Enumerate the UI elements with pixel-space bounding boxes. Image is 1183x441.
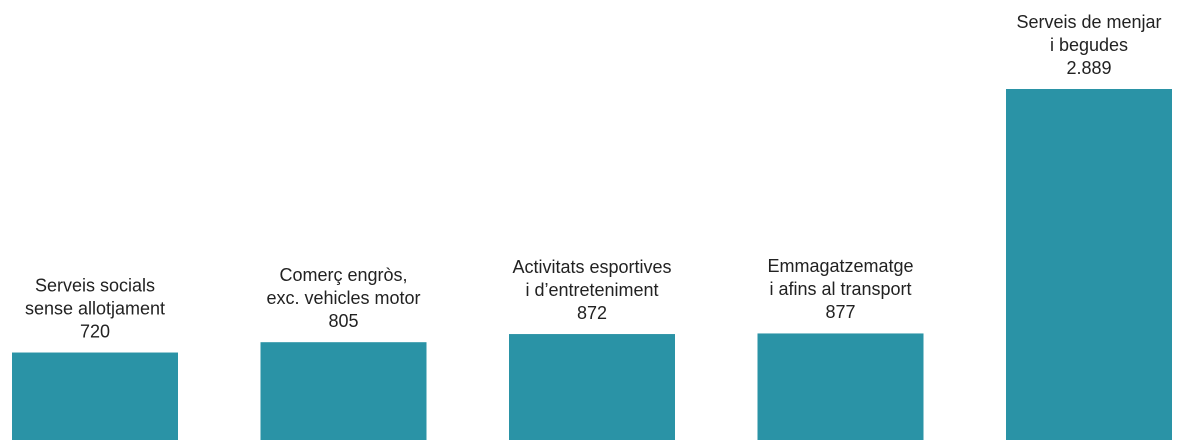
bar bbox=[260, 342, 427, 440]
bar bbox=[757, 333, 924, 440]
category-label: i afins al transport bbox=[769, 279, 911, 299]
bar bbox=[1006, 89, 1172, 440]
category-label: sense allotjament bbox=[25, 298, 165, 318]
value-label: 2.889 bbox=[1066, 58, 1111, 78]
category-label: Serveis de menjar bbox=[1016, 12, 1161, 32]
category-label: i d’entreteniment bbox=[525, 280, 658, 300]
value-label: 872 bbox=[577, 303, 607, 323]
category-label: Serveis socials bbox=[35, 275, 155, 295]
category-label: exc. vehicles motor bbox=[266, 288, 420, 308]
category-label: Emmagatzematge bbox=[767, 256, 913, 276]
bar bbox=[12, 352, 178, 440]
value-label: 805 bbox=[328, 311, 358, 331]
value-label: 720 bbox=[80, 321, 110, 341]
category-label: Activitats esportives bbox=[512, 257, 671, 277]
bar bbox=[509, 334, 675, 440]
category-label: Comerç engròs, bbox=[279, 265, 407, 285]
value-label: 877 bbox=[825, 302, 855, 322]
category-label: i begudes bbox=[1050, 35, 1128, 55]
